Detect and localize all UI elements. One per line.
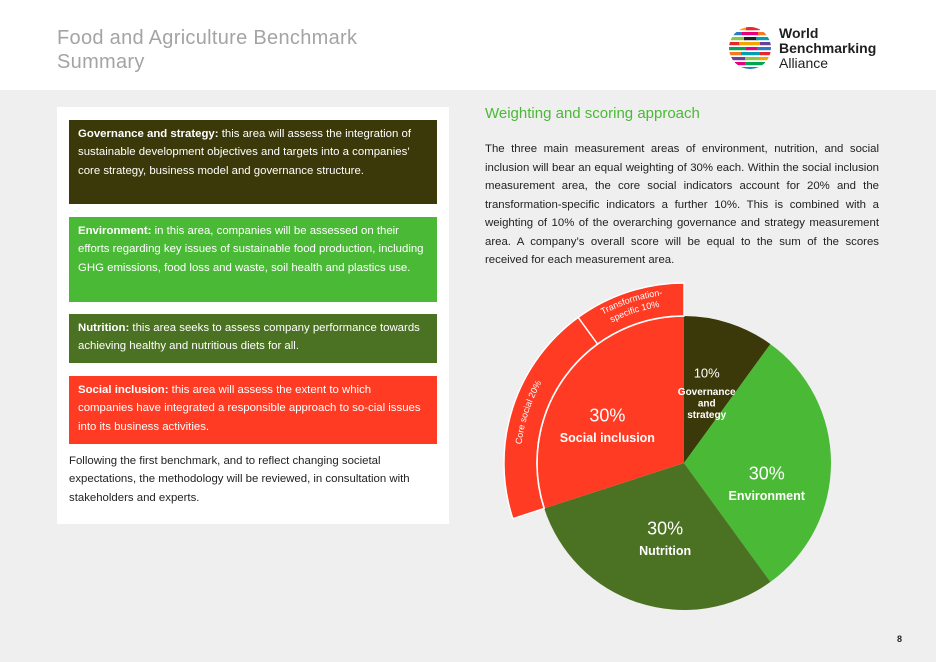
governance-label: Governance and strategy:	[78, 128, 219, 140]
pie-slice-social-inclusion	[537, 316, 684, 509]
environment-box: Environment: in this area, companies wil…	[69, 217, 437, 302]
pie-slice-environment	[684, 344, 831, 582]
social-inclusion-box: Social inclusion: this area will assess …	[69, 376, 437, 444]
environment-text: in this area, companies will be assessed…	[78, 225, 424, 274]
pie-percent-label: 30%	[647, 519, 683, 539]
pie-percent-label: 30%	[589, 406, 625, 426]
wba-logo-text: World Benchmarking Alliance	[779, 26, 876, 71]
wba-striped-globe-icon	[729, 27, 771, 69]
pie-slice-governance-and-strategy	[684, 316, 771, 463]
weighting-title: Weighting and scoring approach	[485, 105, 700, 122]
pie-percent-label: 10%	[694, 365, 720, 380]
logo-line2: Benchmarking	[779, 40, 877, 56]
pie-category-label: strategy	[687, 410, 726, 421]
social-inclusion-text: this area will assess the extent to whic…	[78, 384, 421, 433]
page-number: 8	[896, 634, 902, 644]
social-inclusion-label: Social inclusion:	[78, 384, 169, 396]
follow-up-paragraph: Following the first benchmark, and to re…	[69, 455, 410, 504]
pie-category-label: Environment	[729, 489, 806, 503]
pie-label-nutrition: 30% Nutrition	[639, 519, 691, 558]
pie-label-environment: 30% Environment	[729, 464, 806, 503]
pie-slice-nutrition	[544, 463, 771, 610]
pie-category-label: Nutrition	[639, 544, 691, 558]
governance-text: this area will assess the integration of…	[78, 128, 412, 177]
logo-line3: Alliance	[779, 55, 829, 71]
weighting-pie-chart: Core social 20%Transformation-specific 1…	[503, 282, 831, 610]
weighting-body: The three main measurement areas of envi…	[485, 143, 879, 266]
document-title: Food and Agriculture Benchmark Summary	[57, 26, 477, 74]
governance-box: Governance and strategy: this area will …	[69, 120, 437, 204]
document-title-line2: Summary	[57, 51, 145, 73]
nutrition-text: this area seeks to assess company perfor…	[78, 322, 420, 353]
logo-line1: World	[779, 25, 819, 41]
measurement-areas-panel: Governance and strategy: this area will …	[57, 107, 449, 524]
pie-category-label: Social inclusion	[560, 431, 655, 445]
pie-category-label: Governance	[678, 387, 736, 398]
pie-label-social-inclusion: 30% Social inclusion	[560, 406, 655, 445]
pie-percent-label: 30%	[749, 464, 785, 484]
pie-category-label: and	[698, 398, 716, 409]
environment-label: Environment:	[78, 225, 152, 237]
nutrition-box: Nutrition: this area seeks to assess com…	[69, 314, 437, 363]
page-header: Food and Agriculture Benchmark Summary	[0, 0, 936, 90]
wba-logo: World Benchmarking Alliance	[728, 24, 898, 74]
ring-separator	[536, 315, 685, 509]
nutrition-label: Nutrition:	[78, 322, 130, 334]
document-title-line1: Food and Agriculture Benchmark	[57, 27, 358, 49]
